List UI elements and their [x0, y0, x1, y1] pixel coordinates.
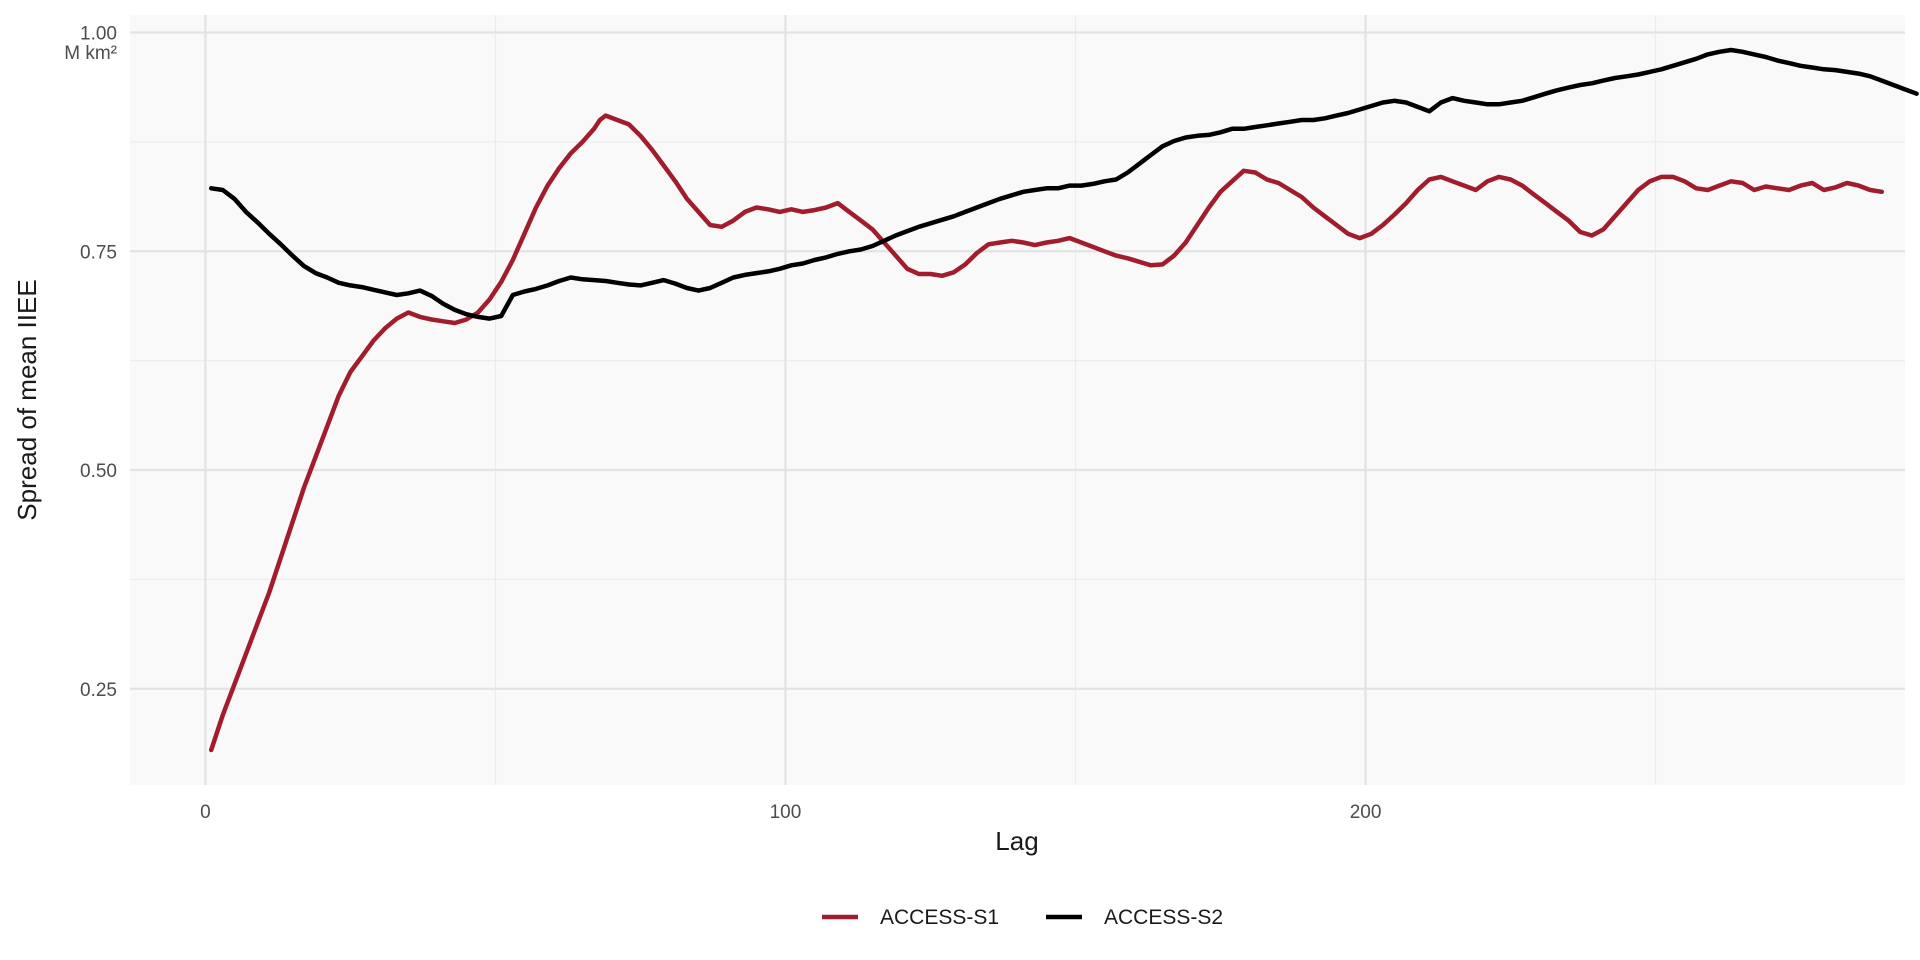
x-tick-label: 100 [770, 802, 802, 823]
plot-panel [130, 15, 1905, 785]
x-tick-label: 0 [200, 802, 211, 823]
major-gridlines [130, 15, 1905, 785]
series-line-1 [208, 113, 1885, 753]
legend-label-2: ACCESS-S2 [1104, 906, 1223, 929]
y-unit-label: M km² [64, 43, 117, 64]
legend-label-1: ACCESS-S1 [880, 906, 999, 929]
y-tick-label: 0.50 [80, 461, 117, 482]
y-tick-label: 0.75 [80, 242, 117, 263]
minor-gridlines [130, 15, 1905, 785]
x-tick-label: 200 [1350, 802, 1382, 823]
series-line-2 [208, 47, 1919, 321]
x-tick-labels: 0 100 200 [200, 802, 1381, 823]
series-layer [208, 47, 1919, 753]
legend-item-2: ACCESS-S2 [1046, 906, 1223, 929]
legend: ACCESS-S1 ACCESS-S2 [822, 906, 1223, 929]
y-tick-label: 0.25 [80, 680, 117, 701]
y-tick-label: 1.00 [80, 24, 117, 45]
legend-item-1: ACCESS-S1 [822, 906, 999, 929]
y-tick-labels: 0.25 0.50 0.75 1.00 [80, 24, 117, 701]
x-axis-title: Lag [995, 826, 1038, 856]
y-axis-title: Spread of mean IIEE [12, 279, 42, 520]
